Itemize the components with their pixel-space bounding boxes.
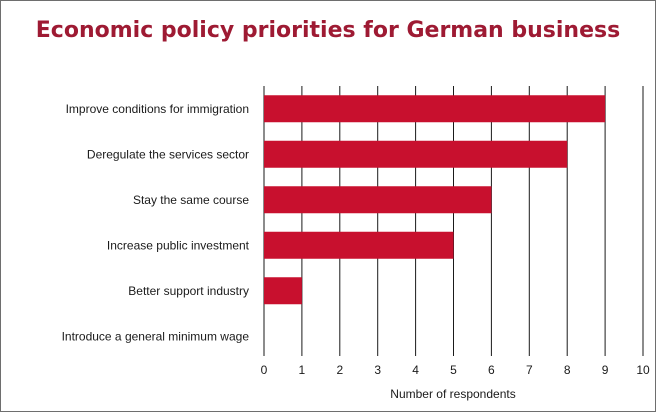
x-tick-label: 9 xyxy=(602,363,609,377)
category-label: Deregulate the services sector xyxy=(87,147,249,161)
x-tick-label: 5 xyxy=(450,363,457,377)
x-tick-label: 2 xyxy=(336,363,343,377)
x-tick-label: 8 xyxy=(564,363,571,377)
category-label: Improve conditions for immigration xyxy=(66,102,249,116)
x-tick-label: 7 xyxy=(526,363,533,377)
category-labels: Improve conditions for immigration Deregu… xyxy=(62,102,250,344)
gridlines xyxy=(263,86,644,356)
category-label: Introduce a general minimum wage xyxy=(62,329,250,343)
x-tick-label: 4 xyxy=(412,363,419,377)
x-tick-label: 10 xyxy=(636,363,650,377)
chart-title: Economic policy priorities for German bu… xyxy=(35,18,621,43)
x-tick-label: 0 xyxy=(261,363,268,377)
x-tick-label: 6 xyxy=(488,363,495,377)
bars xyxy=(264,95,606,305)
x-axis-label: Number of respondents xyxy=(390,387,515,401)
x-tick-labels: 0 1 2 3 4 5 6 7 8 9 10 xyxy=(261,363,650,377)
bar xyxy=(264,140,568,168)
bar xyxy=(264,231,454,259)
category-label: Stay the same course xyxy=(133,193,249,207)
bar xyxy=(264,186,492,214)
bar xyxy=(264,95,606,123)
category-label: Increase public investment xyxy=(107,238,250,252)
category-label: Better support industry xyxy=(128,284,249,298)
x-tick-label: 1 xyxy=(299,363,306,377)
x-tick-label: 3 xyxy=(374,363,381,377)
bar xyxy=(264,277,302,305)
